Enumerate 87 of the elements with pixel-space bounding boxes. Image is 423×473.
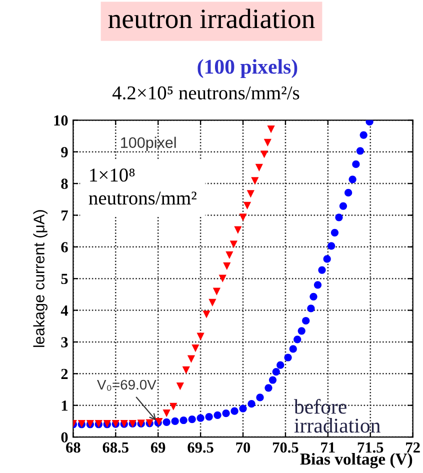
x-tick-label: 69 <box>150 442 166 453</box>
point <box>226 251 234 259</box>
point <box>208 298 216 306</box>
annotation: V₀=69.0V <box>97 380 156 391</box>
point <box>222 409 230 418</box>
point <box>256 394 264 402</box>
point <box>323 255 331 263</box>
y-axis-title: leakage current (μA) <box>33 210 48 347</box>
y-tick-label: 1 <box>62 400 68 411</box>
x-tick-label: 71.5 <box>358 442 384 453</box>
x-tick-label: 68 <box>66 442 80 453</box>
point <box>335 214 343 222</box>
point <box>230 240 238 248</box>
point <box>310 292 318 300</box>
point <box>307 304 315 312</box>
point <box>268 376 277 384</box>
point <box>272 368 280 376</box>
point <box>239 404 247 412</box>
point <box>230 407 238 415</box>
point <box>246 190 254 198</box>
point <box>192 344 200 352</box>
point <box>196 332 204 340</box>
point <box>171 417 179 426</box>
point <box>188 416 196 424</box>
point <box>267 126 275 134</box>
point <box>260 150 268 158</box>
point <box>170 402 178 410</box>
y-tick-label: 7 <box>62 210 68 221</box>
point <box>214 411 222 419</box>
x-tick-label: 72 <box>406 442 420 453</box>
point <box>318 266 326 274</box>
point <box>212 288 220 296</box>
y-tick-label: 6 <box>61 242 68 252</box>
text: 4.2×10⁵ neutrons/mm²/s <box>112 86 300 100</box>
point <box>196 414 204 422</box>
y-tick-label: 8 <box>61 178 68 189</box>
point <box>205 412 213 421</box>
chart-subtitle: (100 pixels) <box>198 59 298 78</box>
y-tick-label: 4 <box>60 306 68 316</box>
x-tick-label: 69.5 <box>188 442 214 453</box>
point <box>360 131 368 139</box>
point <box>302 316 310 325</box>
point <box>294 336 302 344</box>
point <box>182 366 190 374</box>
annotation: 100pixel <box>121 136 176 152</box>
point <box>264 384 272 392</box>
point <box>239 214 247 222</box>
x-tick-label: 70.5 <box>272 442 298 453</box>
point <box>243 202 252 210</box>
y-tick-label: 5 <box>61 274 68 284</box>
x-axis-title: Bias voltage (V) <box>300 452 412 468</box>
point <box>330 228 339 236</box>
point <box>202 310 210 318</box>
y-tick-label: 3 <box>61 337 68 348</box>
point <box>339 202 348 210</box>
chart-title: neutron irradiation <box>108 8 315 28</box>
point <box>162 418 170 426</box>
point <box>251 177 259 185</box>
y-tick-label: 10 <box>54 115 68 126</box>
point <box>223 262 231 270</box>
point <box>162 409 170 418</box>
point <box>248 400 256 408</box>
point <box>344 188 352 197</box>
point <box>264 138 272 146</box>
point <box>348 176 356 184</box>
point <box>352 160 360 168</box>
point <box>276 361 284 369</box>
x-tick-label: 70 <box>236 442 250 453</box>
y-tick-label: 2 <box>61 368 68 379</box>
point <box>284 354 292 362</box>
x-tick-label: 71 <box>321 442 335 453</box>
point <box>176 382 184 390</box>
point <box>298 327 306 335</box>
point <box>234 226 242 234</box>
annotation: 1×10⁸ neutrons/mm² <box>88 168 196 205</box>
y-tick-label: 0 <box>61 432 68 443</box>
point <box>356 147 364 155</box>
point <box>187 355 196 363</box>
point <box>218 274 226 282</box>
x-tick-label: 68.5 <box>102 442 128 453</box>
point <box>314 281 322 289</box>
annotation: before irradiation <box>294 398 380 433</box>
point <box>180 416 188 424</box>
point <box>328 242 336 250</box>
point <box>255 164 263 172</box>
y-tick-label: 9 <box>61 147 68 158</box>
point <box>289 345 297 353</box>
